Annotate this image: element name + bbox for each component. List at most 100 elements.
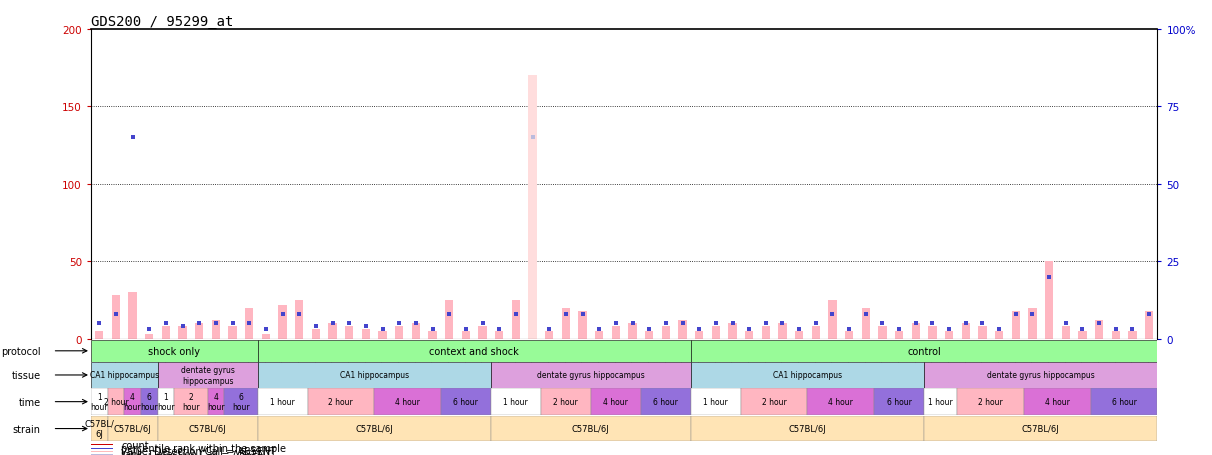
Bar — [207, 389, 224, 415]
Bar — [479, 327, 487, 339]
Bar — [91, 416, 108, 441]
Bar — [862, 308, 870, 339]
Text: 2
hour: 2 hour — [182, 392, 200, 411]
Bar — [691, 340, 1157, 362]
Text: 4
hour: 4 hour — [207, 392, 224, 411]
Text: C57BL/6J: C57BL/6J — [1022, 424, 1059, 433]
Bar — [879, 327, 887, 339]
Bar — [812, 327, 821, 339]
Text: 2 hour: 2 hour — [762, 397, 787, 406]
Text: context and shock: context and shock — [429, 346, 519, 356]
Text: dentate gyrus hippocampus: dentate gyrus hippocampus — [537, 371, 645, 379]
Bar — [428, 331, 436, 339]
Bar — [957, 389, 1024, 415]
Text: 2 hour: 2 hour — [103, 397, 128, 406]
Bar — [345, 327, 354, 339]
Text: 4 hour: 4 hour — [1045, 397, 1070, 406]
Bar — [928, 327, 937, 339]
Bar — [257, 416, 491, 441]
Text: dentate gyrus hippocampus: dentate gyrus hippocampus — [987, 371, 1094, 379]
Text: rank, Detection Call = ABSENT: rank, Detection Call = ABSENT — [121, 449, 271, 455]
Bar — [158, 416, 258, 441]
Bar — [778, 324, 787, 339]
Text: C57BL/6J: C57BL/6J — [189, 424, 227, 433]
Bar — [91, 389, 108, 415]
Text: 6 hour: 6 hour — [653, 397, 679, 406]
Bar — [491, 389, 541, 415]
Bar — [257, 340, 691, 362]
Bar — [545, 331, 554, 339]
Bar — [328, 324, 337, 339]
Bar — [175, 389, 207, 415]
Bar — [212, 320, 221, 339]
Text: 2 hour: 2 hour — [978, 397, 1004, 406]
Bar — [945, 331, 954, 339]
Bar — [108, 389, 124, 415]
Bar — [441, 389, 491, 415]
Bar — [91, 451, 113, 452]
Text: 6
hour: 6 hour — [141, 392, 158, 411]
Bar — [511, 300, 520, 339]
Bar — [158, 389, 175, 415]
Text: GDS200 / 95299_at: GDS200 / 95299_at — [91, 15, 233, 29]
Text: C57BL/6J: C57BL/6J — [355, 424, 393, 433]
Text: CA1 hippocampus: CA1 hippocampus — [339, 371, 408, 379]
Text: 1 hour: 1 hour — [703, 397, 728, 406]
Bar — [462, 331, 470, 339]
Bar — [595, 331, 604, 339]
Text: 1
hour: 1 hour — [91, 392, 108, 411]
Bar — [128, 293, 137, 339]
Text: 4
hour: 4 hour — [124, 392, 142, 411]
Bar — [590, 389, 641, 415]
Text: CA1 hippocampus: CA1 hippocampus — [90, 371, 159, 379]
Bar — [662, 327, 670, 339]
Bar — [412, 324, 421, 339]
Text: 6
hour: 6 hour — [231, 392, 250, 411]
Bar — [528, 76, 537, 339]
Bar — [1091, 389, 1157, 415]
Bar — [728, 324, 737, 339]
Bar — [375, 389, 441, 415]
Bar — [395, 327, 404, 339]
Text: 6 hour: 6 hour — [1111, 397, 1137, 406]
Bar — [1062, 327, 1070, 339]
Text: CA1 hippocampus: CA1 hippocampus — [773, 371, 842, 379]
Bar — [691, 416, 924, 441]
Text: 1
hour: 1 hour — [158, 392, 175, 411]
Bar — [961, 324, 970, 339]
Bar — [691, 363, 924, 388]
Bar — [541, 389, 591, 415]
Bar — [112, 296, 120, 339]
Bar — [378, 331, 387, 339]
Bar — [924, 416, 1157, 441]
Bar — [91, 444, 113, 445]
Bar — [91, 363, 158, 388]
Text: time: time — [18, 397, 41, 407]
Bar — [807, 389, 874, 415]
Bar — [308, 389, 375, 415]
Text: 1 hour: 1 hour — [270, 397, 295, 406]
Bar — [691, 389, 741, 415]
Text: shock only: shock only — [148, 346, 200, 356]
Bar — [694, 331, 703, 339]
Bar — [795, 331, 804, 339]
Text: 4 hour: 4 hour — [395, 397, 421, 406]
Bar — [91, 448, 113, 449]
Text: 1 hour: 1 hour — [503, 397, 528, 406]
Bar — [311, 330, 320, 339]
Bar — [95, 331, 103, 339]
Text: 6 hour: 6 hour — [453, 397, 479, 406]
Bar — [124, 389, 141, 415]
Bar — [711, 327, 720, 339]
Bar — [645, 331, 653, 339]
Bar — [761, 327, 770, 339]
Text: C57BL/6J: C57BL/6J — [789, 424, 827, 433]
Bar — [612, 327, 621, 339]
Bar — [108, 416, 158, 441]
Text: 4 hour: 4 hour — [604, 397, 628, 406]
Bar — [995, 331, 1004, 339]
Bar — [924, 389, 957, 415]
Bar — [578, 311, 587, 339]
Text: tissue: tissue — [12, 370, 41, 380]
Bar — [1128, 331, 1137, 339]
